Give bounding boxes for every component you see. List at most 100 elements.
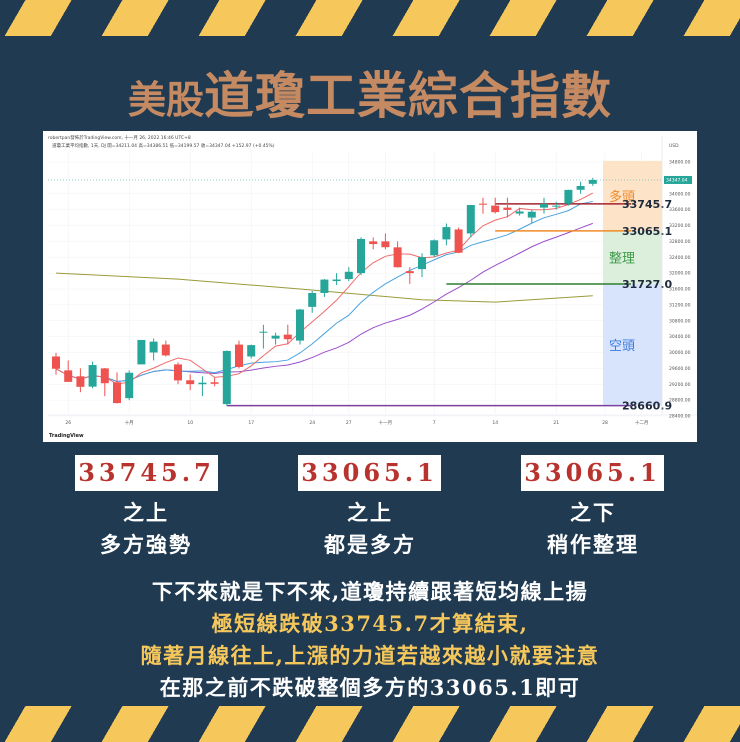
candle-11/22 xyxy=(564,189,573,204)
level-label: 31727.0 xyxy=(622,278,672,291)
candle-10/26 xyxy=(332,279,341,282)
date-tick: 14 xyxy=(492,420,498,426)
candle-10/20 xyxy=(283,334,292,340)
candle-10/14 xyxy=(235,344,243,367)
zone-label: 整理 xyxy=(609,251,635,266)
paragraph-line-3: 隨著月線往上,上漲的力道若越來越小就要注意 xyxy=(140,643,600,668)
candle-9/29 xyxy=(100,368,109,384)
candle-10/18 xyxy=(259,331,268,333)
candle-10/11 xyxy=(198,382,207,385)
price-tick: 30400.00 xyxy=(669,334,691,340)
price-tick: 33200.00 xyxy=(669,223,691,229)
last-price-tag xyxy=(664,175,692,184)
ma-5-line xyxy=(55,192,594,385)
zone-1 xyxy=(603,230,662,284)
candle-11/18 xyxy=(540,203,548,208)
candle-11/21 xyxy=(552,205,561,207)
candle-11/11 xyxy=(479,203,487,205)
price-tick: 32000.00 xyxy=(669,271,691,277)
candle-10/27 xyxy=(344,271,353,280)
candle-10/3 xyxy=(125,372,134,399)
date-tick: 十月 xyxy=(125,419,134,426)
level-label: 33065.1 xyxy=(622,225,672,238)
date-tick: 21 xyxy=(553,420,559,426)
candle-11/16 xyxy=(515,211,524,214)
date-tick: 十二月 xyxy=(635,419,649,426)
candle-11/10 xyxy=(466,205,475,234)
candle-9/30 xyxy=(113,382,121,404)
box-1-line2: 多方強勢 xyxy=(100,532,192,557)
candle-11/23 xyxy=(576,186,585,190)
candle-11/4 xyxy=(418,257,426,270)
ma-long-line xyxy=(55,272,593,303)
candle-10/7 xyxy=(174,364,182,381)
box-3-line2: 稍作整理 xyxy=(547,532,639,557)
tradingview-logo: TradingView xyxy=(49,433,84,439)
candle-11/25 xyxy=(588,179,597,184)
price-tick: 34000.00 xyxy=(669,191,691,197)
level-box-1: 33745.7 xyxy=(75,455,218,491)
last-price-text: 34347.04 xyxy=(666,178,688,184)
candle-11/3 xyxy=(405,271,414,274)
tradingview-chart[interactable]: 多頭 整理 空頭 33745.7 33065.1 31727.0 28660.9 USD 348… xyxy=(43,131,697,442)
candle-9/26 xyxy=(64,370,73,382)
zone-0 xyxy=(603,160,662,231)
date-tick: 17 xyxy=(248,420,254,426)
date-tick: 24 xyxy=(309,420,315,426)
candle-11/1 xyxy=(381,241,390,248)
candle-10/25 xyxy=(320,279,329,293)
box-2-line2: 都是多方 xyxy=(324,532,416,557)
candle-11/17 xyxy=(527,211,536,218)
box-1-line1: 之上 xyxy=(123,500,169,525)
date-tick: 7 xyxy=(433,420,436,426)
candle-10/4 xyxy=(137,339,146,365)
caution-stripes-top xyxy=(0,0,740,36)
date-tick: 十一月 xyxy=(379,419,393,426)
candle-11/15 xyxy=(503,207,512,210)
candle-11/8 xyxy=(442,227,451,240)
candle-11/14 xyxy=(491,205,500,213)
price-tick: 30800.00 xyxy=(669,318,691,324)
price-tick: 29600.00 xyxy=(669,366,691,372)
paragraph-line-2: 極短線跌破33745.7才算結束, xyxy=(211,611,529,636)
level-box-2: 33065.1 xyxy=(298,455,441,491)
zone-2 xyxy=(603,283,662,406)
candle-10/21 xyxy=(296,309,304,341)
ma-20-line xyxy=(55,222,593,382)
candle-10/6 xyxy=(161,344,170,356)
level-label: 28660.9 xyxy=(622,400,672,413)
currency-label: USD xyxy=(669,143,679,149)
paragraph-line-1: 下不來就是下不來,道瓊持續跟著短均線上揚 xyxy=(151,579,589,604)
price-tick: 28400.00 xyxy=(669,414,691,420)
price-tick: 33600.00 xyxy=(669,207,691,213)
page-title: 美股道瓊工業綜合指數 xyxy=(0,56,740,128)
price-tick: 30000.00 xyxy=(669,350,691,356)
candle-10/5 xyxy=(149,341,158,353)
symbol-line: 道瓊工業平均指數, 1天, DJ 開=34211.04 高=34386.51 低… xyxy=(52,144,275,149)
date-tick: 27 xyxy=(346,420,352,426)
price-tick: 32800.00 xyxy=(669,239,691,245)
date-tick: 28 xyxy=(602,420,608,426)
caution-stripes-bottom xyxy=(0,706,740,742)
candle-11/9 xyxy=(454,229,463,253)
candle-11/2 xyxy=(393,247,402,268)
candle-10/28 xyxy=(357,238,365,274)
zone-label: 空頭 xyxy=(609,339,635,354)
candle-9/28 xyxy=(88,365,97,387)
title-main: 道瓊工業綜合指數 xyxy=(204,66,612,125)
box-2-line1: 之上 xyxy=(347,500,393,525)
price-tick: 29200.00 xyxy=(669,382,691,388)
candle-10/24 xyxy=(308,292,317,307)
box-3-line1: 之下 xyxy=(570,500,616,525)
candle-10/19 xyxy=(271,335,280,339)
zone-label: 多頭 xyxy=(609,189,635,205)
candle-10/12 xyxy=(210,382,219,384)
paragraph-line-4: 在那之前不跌破整個多方的33065.1即可 xyxy=(159,675,581,700)
price-tick: 28800.00 xyxy=(669,398,691,404)
candle-9/27 xyxy=(76,376,85,387)
price-tick: 31200.00 xyxy=(669,302,691,308)
price-tick: 34800.00 xyxy=(669,160,691,166)
candle-11/7 xyxy=(430,240,439,256)
candle-10/13 xyxy=(222,350,231,405)
